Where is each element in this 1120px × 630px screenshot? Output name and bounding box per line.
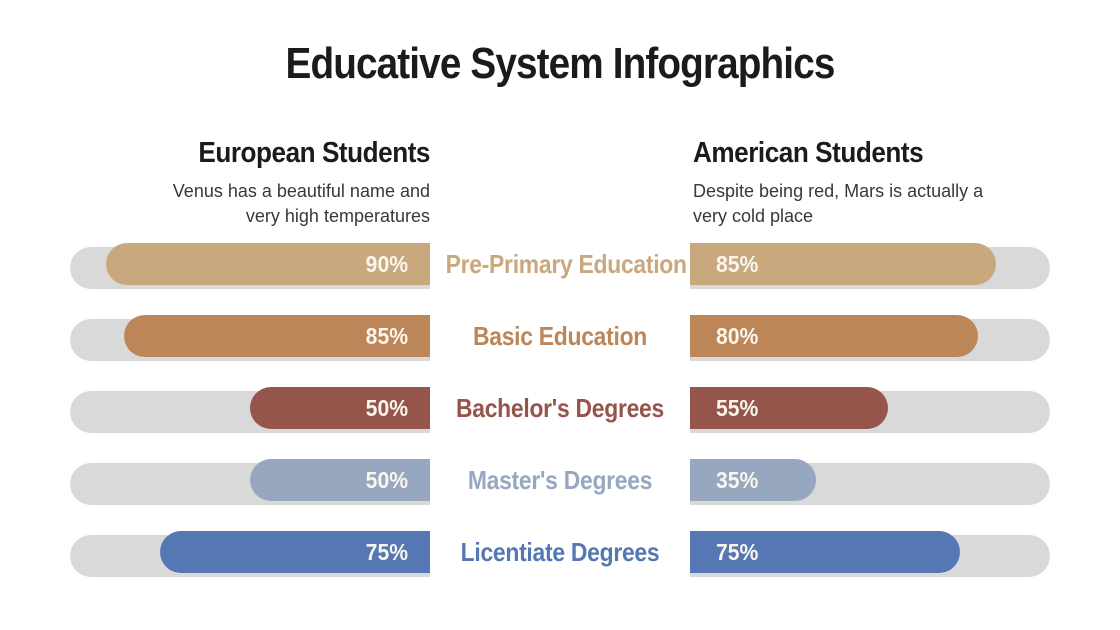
- chart-row: 75% Licentiate Degrees 75%: [70, 531, 1050, 577]
- chart-row: 85% Basic Education 80%: [70, 315, 1050, 361]
- right-bar-cell: 85%: [690, 243, 1050, 289]
- right-bar-cell: 55%: [690, 387, 1050, 433]
- right-bar-fill: 85%: [690, 243, 996, 285]
- left-bar-fill: 50%: [250, 387, 430, 429]
- chart-row: 50% Bachelor's Degrees 55%: [70, 387, 1050, 433]
- left-bar-value: 50%: [365, 467, 408, 493]
- left-bar-cell: 50%: [70, 387, 430, 433]
- left-bar-cell: 85%: [70, 315, 430, 361]
- left-bar-value: 85%: [365, 323, 408, 349]
- right-bar-fill: 75%: [690, 531, 960, 573]
- category-label: Licentiate Degrees: [460, 537, 660, 567]
- right-bar-cell: 75%: [690, 531, 1050, 577]
- left-bar-cell: 50%: [70, 459, 430, 505]
- left-bar-value: 75%: [365, 539, 408, 565]
- left-bar-fill: 75%: [160, 531, 430, 573]
- right-column-header: American Students Despite being red, Mar…: [693, 136, 1053, 229]
- left-bar-cell: 90%: [70, 243, 430, 289]
- category-label: Master's Degrees: [467, 465, 653, 495]
- left-column-subtitle: Venus has a beautiful name and very high…: [172, 180, 430, 226]
- right-bar-fill: 80%: [690, 315, 978, 357]
- chart-row: 50% Master's Degrees 35%: [70, 459, 1050, 505]
- left-bar-fill: 90%: [106, 243, 430, 285]
- left-column-header: European Students Venus has a beautiful …: [70, 136, 431, 229]
- right-column-subtitle: Despite being red, Mars is actually a ve…: [693, 180, 984, 226]
- category-label: Pre-Primary Education: [445, 249, 687, 279]
- right-bar-value: 80%: [716, 323, 759, 349]
- right-bar-fill: 35%: [690, 459, 816, 501]
- left-bar-value: 90%: [365, 251, 408, 277]
- right-bar-value: 85%: [716, 251, 759, 277]
- left-bar-fill: 85%: [124, 315, 430, 357]
- left-bar-fill: 50%: [250, 459, 430, 501]
- right-column-heading: American Students: [693, 137, 924, 169]
- page-title: Educative System Infographics: [285, 39, 835, 88]
- category-label: Basic Education: [472, 321, 648, 351]
- category-label: Bachelor's Degrees: [455, 393, 664, 423]
- bar-chart-rows: 90% Pre-Primary Education 85% 85% Basic …: [70, 243, 1050, 577]
- left-bar-value: 50%: [365, 395, 408, 421]
- left-bar-cell: 75%: [70, 531, 430, 577]
- right-bar-fill: 55%: [690, 387, 888, 429]
- right-bar-value: 35%: [716, 467, 759, 493]
- right-bar-value: 75%: [716, 539, 759, 565]
- right-bar-cell: 35%: [690, 459, 1050, 505]
- right-bar-cell: 80%: [690, 315, 1050, 361]
- right-bar-value: 55%: [716, 395, 759, 421]
- left-column-heading: European Students: [198, 137, 430, 169]
- chart-row: 90% Pre-Primary Education 85%: [70, 243, 1050, 289]
